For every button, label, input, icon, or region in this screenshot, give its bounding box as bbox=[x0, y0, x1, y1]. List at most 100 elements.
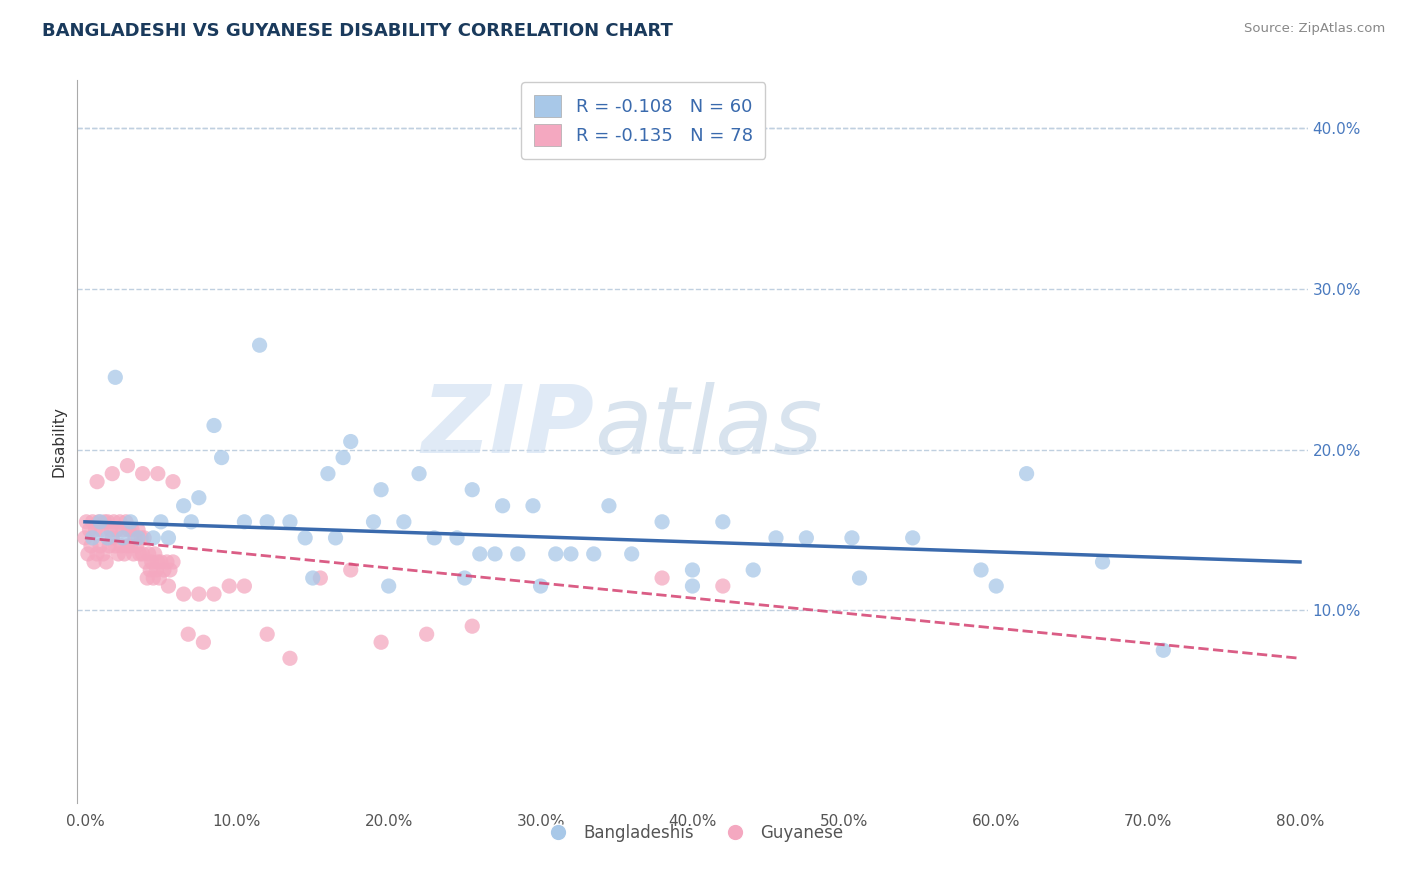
Point bbox=[86, 547, 108, 561]
Point bbox=[278, 515, 301, 529]
Point bbox=[316, 467, 339, 481]
Point bbox=[117, 458, 139, 473]
Point bbox=[173, 587, 195, 601]
Point bbox=[93, 515, 115, 529]
Point bbox=[256, 515, 278, 529]
Text: Source: ZipAtlas.com: Source: ZipAtlas.com bbox=[1244, 22, 1385, 36]
Point bbox=[339, 434, 361, 449]
Point bbox=[82, 531, 104, 545]
Point bbox=[256, 627, 278, 641]
Point bbox=[131, 547, 153, 561]
Point bbox=[111, 531, 134, 545]
Point bbox=[111, 523, 134, 537]
Point bbox=[484, 547, 506, 561]
Point bbox=[841, 531, 863, 545]
Point bbox=[80, 539, 103, 553]
Point bbox=[98, 539, 121, 553]
Point bbox=[157, 579, 180, 593]
Point bbox=[173, 499, 195, 513]
Point bbox=[108, 515, 131, 529]
Point bbox=[83, 555, 105, 569]
Point bbox=[796, 531, 818, 545]
Point bbox=[143, 547, 166, 561]
Point bbox=[377, 579, 399, 593]
Y-axis label: Disability: Disability bbox=[51, 406, 66, 477]
Point bbox=[100, 523, 122, 537]
Point bbox=[89, 515, 111, 529]
Point bbox=[146, 467, 169, 481]
Point bbox=[141, 555, 163, 569]
Point bbox=[122, 547, 145, 561]
Point bbox=[75, 515, 97, 529]
Point bbox=[211, 450, 233, 465]
Point bbox=[392, 515, 415, 529]
Point bbox=[159, 563, 181, 577]
Point bbox=[363, 515, 385, 529]
Point bbox=[461, 619, 484, 633]
Point bbox=[901, 531, 924, 545]
Point bbox=[233, 579, 256, 593]
Point bbox=[73, 531, 96, 545]
Point bbox=[651, 571, 673, 585]
Point bbox=[86, 475, 108, 489]
Point bbox=[682, 579, 704, 593]
Point bbox=[180, 515, 202, 529]
Point bbox=[682, 563, 704, 577]
Point bbox=[986, 579, 1008, 593]
Point bbox=[134, 531, 156, 545]
Point bbox=[156, 555, 179, 569]
Point bbox=[97, 515, 120, 529]
Point bbox=[77, 547, 100, 561]
Point bbox=[149, 515, 172, 529]
Point bbox=[309, 571, 332, 585]
Point bbox=[970, 563, 993, 577]
Point bbox=[162, 475, 184, 489]
Point bbox=[104, 539, 127, 553]
Point bbox=[110, 539, 132, 553]
Point bbox=[153, 563, 176, 577]
Point bbox=[742, 563, 765, 577]
Point bbox=[146, 555, 169, 569]
Text: ZIP: ZIP bbox=[422, 381, 595, 473]
Point bbox=[162, 555, 184, 569]
Point bbox=[101, 467, 124, 481]
Point bbox=[84, 523, 107, 537]
Point bbox=[104, 370, 127, 384]
Point bbox=[1015, 467, 1038, 481]
Text: BANGLADESHI VS GUYANESE DISABILITY CORRELATION CHART: BANGLADESHI VS GUYANESE DISABILITY CORRE… bbox=[42, 22, 673, 40]
Point bbox=[202, 587, 225, 601]
Point bbox=[125, 539, 148, 553]
Point bbox=[218, 579, 240, 593]
Point bbox=[97, 531, 120, 545]
Point bbox=[103, 515, 125, 529]
Point bbox=[529, 579, 551, 593]
Point bbox=[651, 515, 673, 529]
Point bbox=[468, 547, 491, 561]
Point bbox=[187, 491, 209, 505]
Point bbox=[107, 547, 129, 561]
Point bbox=[249, 338, 271, 352]
Point bbox=[461, 483, 484, 497]
Point bbox=[491, 499, 513, 513]
Point bbox=[187, 587, 209, 601]
Point bbox=[332, 450, 354, 465]
Text: atlas: atlas bbox=[595, 382, 823, 473]
Point bbox=[139, 563, 162, 577]
Point bbox=[135, 555, 157, 569]
Point bbox=[157, 531, 180, 545]
Point bbox=[121, 523, 143, 537]
Point bbox=[423, 531, 446, 545]
Point bbox=[415, 627, 437, 641]
Point bbox=[145, 563, 167, 577]
Point bbox=[127, 531, 149, 545]
Point bbox=[124, 531, 146, 545]
Point bbox=[560, 547, 582, 561]
Point bbox=[138, 547, 160, 561]
Point bbox=[118, 523, 141, 537]
Point bbox=[149, 555, 172, 569]
Point bbox=[91, 547, 114, 561]
Point bbox=[129, 531, 152, 545]
Point bbox=[193, 635, 215, 649]
Point bbox=[765, 531, 787, 545]
Point bbox=[142, 531, 165, 545]
